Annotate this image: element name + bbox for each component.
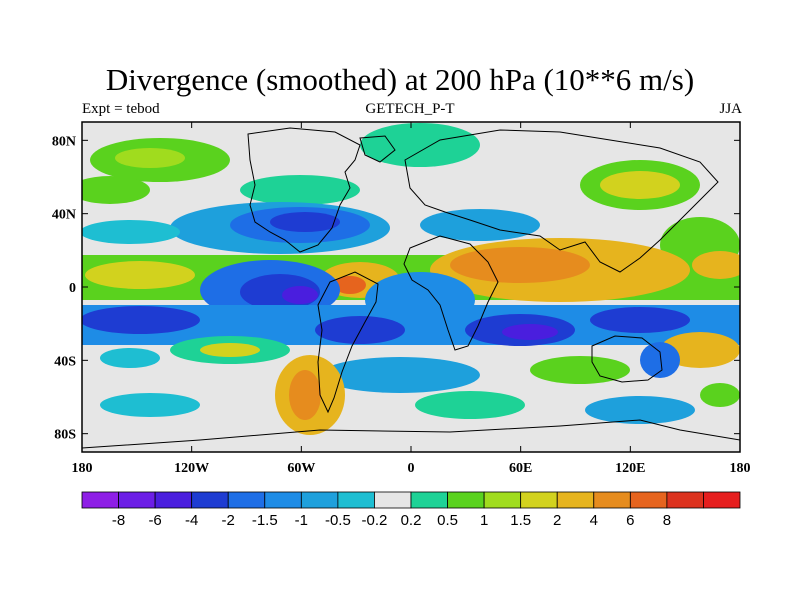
axes: 80N 40N 0 40S 80S 180 120W 60W 0 60E 120E 180 <box>52 122 751 476</box>
colorbar-label: 4 <box>589 512 598 529</box>
colorbar-label: -1 <box>294 512 308 529</box>
colorbar-swatch <box>191 491 229 509</box>
colorbar-label: 0.5 <box>437 512 458 529</box>
colorbar-label: 1 <box>479 512 489 529</box>
colorbar-label: -4 <box>184 512 199 529</box>
coastline-antarctica <box>82 419 740 449</box>
colorbar-swatch <box>410 491 448 509</box>
colorbar-label: -8 <box>111 512 126 529</box>
x-tick-label: 0 <box>408 461 415 476</box>
contour-region <box>270 212 340 232</box>
season-label: JJA <box>719 101 742 117</box>
y-tick-label: 80N <box>52 134 76 149</box>
contour-region <box>282 286 318 304</box>
coastline-south-america <box>317 271 379 414</box>
colorbar-swatch <box>81 491 119 509</box>
colorbar-swatch <box>227 491 266 509</box>
colorbar-swatch <box>593 491 631 509</box>
contour-region <box>82 176 150 204</box>
colorbar-swatch <box>629 491 668 509</box>
coastline-eurasia <box>404 129 719 273</box>
coastlines <box>82 127 740 449</box>
contour-region <box>200 343 260 357</box>
colorbar-label: -1.5 <box>251 512 278 529</box>
y-tick-label: 40N <box>52 208 76 223</box>
coastline-north-america <box>247 127 361 253</box>
contour-region <box>502 324 558 340</box>
x-tick-label: 60W <box>287 461 315 476</box>
x-tick-label: 60E <box>509 461 532 476</box>
contour-region <box>82 306 200 334</box>
contour-region <box>600 171 680 199</box>
colorbar-label: 8 <box>662 512 672 529</box>
divergence-field <box>82 122 740 452</box>
colorbar-swatch <box>447 491 485 509</box>
contour-region <box>289 370 321 420</box>
plot-title: Divergence (smoothed) at 200 hPa (10**6 … <box>105 62 695 97</box>
contour-region <box>692 251 740 279</box>
contour-region <box>320 357 480 393</box>
colorbar-label: 1.5 <box>510 512 532 529</box>
contour-region <box>240 175 360 205</box>
colorbar-label: -0.2 <box>361 512 388 529</box>
colorbar-swatch <box>264 491 302 509</box>
x-tick-label: 120E <box>615 461 645 476</box>
contour-region <box>640 342 680 378</box>
coastline-africa <box>403 235 499 351</box>
y-tick-label: 80S <box>54 428 76 443</box>
colorbar-swatch <box>520 491 558 509</box>
contour-region <box>85 261 195 289</box>
contour-region <box>334 276 366 294</box>
colorbar-swatch <box>118 491 156 509</box>
contour-region <box>360 123 480 167</box>
contour-region <box>700 383 740 407</box>
y-tick-label: 40S <box>54 354 76 369</box>
colorbar-label: -6 <box>148 512 162 529</box>
model-label: GETECH_P-T <box>365 101 455 117</box>
contour-region <box>420 209 540 241</box>
contour-region <box>450 247 590 283</box>
y-tick-label: 0 <box>69 281 76 296</box>
x-tick-label: 120W <box>174 461 209 476</box>
colorbar-label: 0.2 <box>400 512 422 529</box>
contour-region <box>100 348 160 368</box>
contour-region <box>660 332 740 368</box>
coastline-greenland <box>359 135 396 163</box>
coastline-australia <box>591 335 663 383</box>
colorbar-swatch <box>300 491 339 509</box>
experiment-label: Expt = tebod <box>82 101 160 117</box>
colorbar <box>81 491 741 509</box>
colorbar-label: 2 <box>553 512 562 529</box>
contour-region <box>315 316 405 344</box>
colorbar-swatch <box>666 491 704 509</box>
colorbar-swatch <box>154 491 193 509</box>
colorbar-label: 6 <box>626 512 635 529</box>
contour-region <box>585 396 695 424</box>
contour-region <box>415 391 525 419</box>
colorbar-swatch <box>337 491 375 509</box>
contour-region <box>115 148 185 168</box>
contour-region <box>100 393 200 417</box>
colorbar-swatch <box>556 491 595 509</box>
colorbar-swatch <box>703 491 741 509</box>
colorbar-label: -2 <box>221 512 235 529</box>
colorbar-swatch <box>374 491 412 509</box>
colorbar-swatch <box>483 491 522 509</box>
contour-region <box>590 307 690 333</box>
x-tick-label: 180 <box>730 461 751 476</box>
contour-region <box>82 220 180 244</box>
x-tick-label: 180 <box>72 461 93 476</box>
colorbar-label: -0.5 <box>324 512 351 529</box>
